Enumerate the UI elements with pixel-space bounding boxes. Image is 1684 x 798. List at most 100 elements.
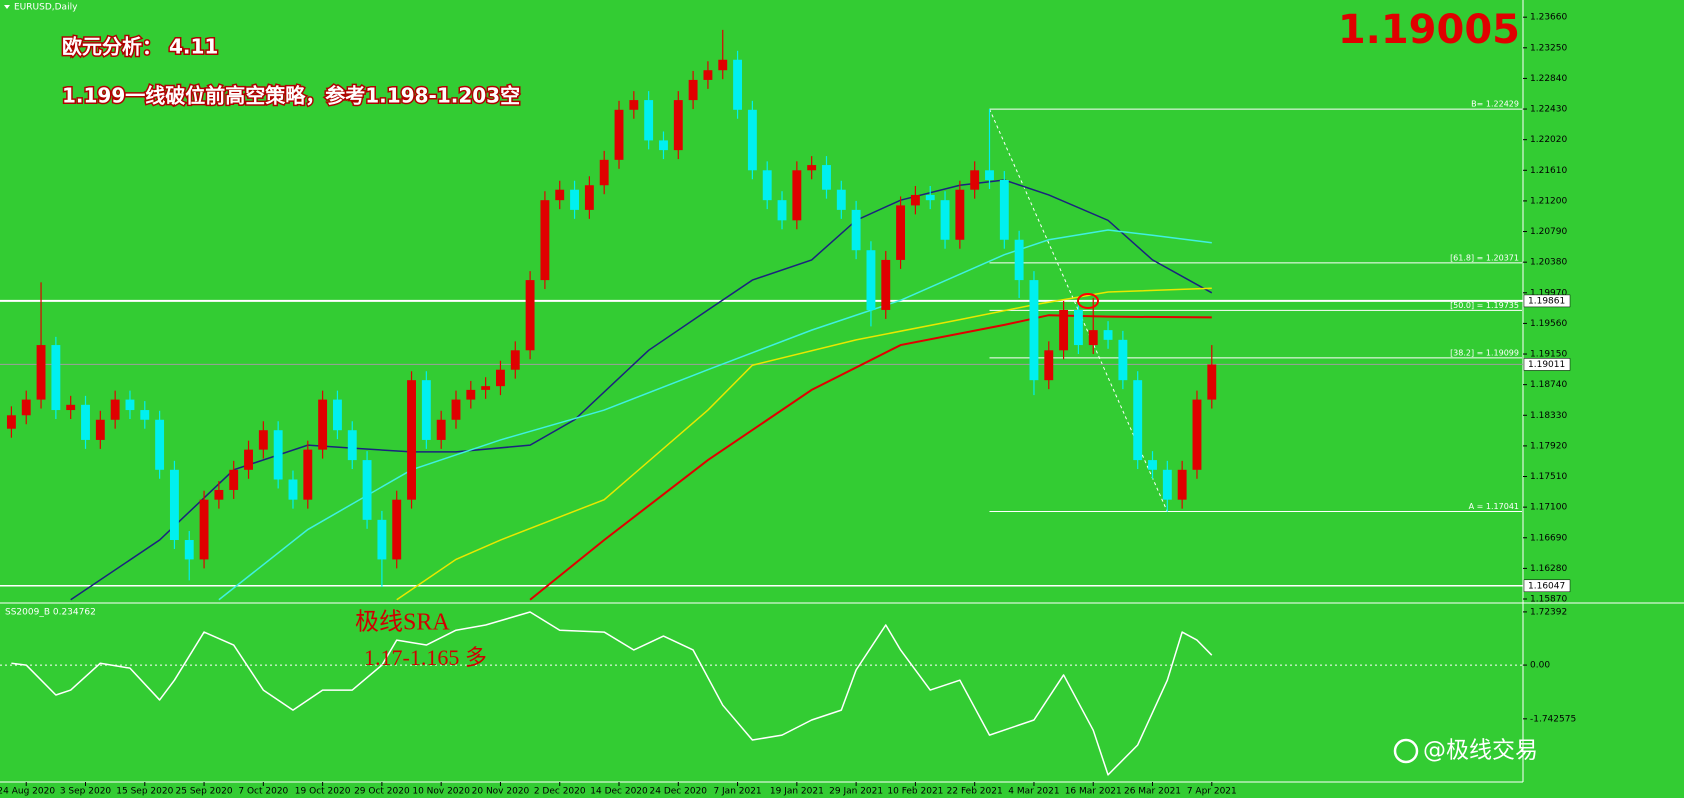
- candle-body: [1073, 309, 1083, 346]
- candle-body: [155, 419, 165, 470]
- candle-body: [1088, 330, 1098, 346]
- candle-body: [822, 165, 831, 190]
- x-tick-label: 26 Mar 2021: [1124, 787, 1181, 797]
- y-tick-label: 1.20380: [1530, 258, 1567, 268]
- candle-body: [807, 165, 817, 171]
- x-tick-label: 15 Sep 2020: [116, 787, 173, 797]
- candle-body: [1118, 339, 1128, 381]
- candle-body: [999, 180, 1009, 240]
- candle-body: [599, 159, 609, 186]
- x-tick-label: 22 Feb 2021: [947, 787, 1003, 797]
- candle-body: [466, 389, 476, 400]
- candle-body: [777, 200, 787, 221]
- y-tick-label: 1.23250: [1530, 43, 1567, 53]
- annotation: 1.17-1.165 多: [364, 645, 487, 670]
- candle-body: [258, 430, 268, 450]
- x-tick-label: 7 Jan 2021: [713, 787, 761, 797]
- price-label-box: [1523, 579, 1571, 593]
- x-tick-label: 7 Oct 2020: [238, 787, 288, 797]
- candle-body: [421, 380, 431, 440]
- candle-body: [851, 209, 861, 251]
- candle-body: [688, 79, 698, 101]
- x-tick-label: 16 Mar 2021: [1065, 787, 1122, 797]
- candle-body: [95, 419, 105, 440]
- candle-body: [273, 430, 283, 480]
- candle-body: [199, 499, 209, 560]
- fib-label: [50.0] = 1.19735: [1450, 301, 1519, 310]
- indicator-plot: [0, 611, 1523, 776]
- y-tick-label: -1.742575: [1530, 714, 1576, 724]
- candle-body: [896, 205, 906, 260]
- candle-body: [703, 70, 713, 80]
- y-tick-label: 1.19150: [1530, 350, 1567, 360]
- candle-body: [1148, 460, 1157, 470]
- candle-body: [584, 185, 594, 210]
- highlight-circle: [1077, 293, 1099, 309]
- candle-body: [436, 419, 446, 440]
- y-tick-label: 1.15870: [1530, 595, 1567, 605]
- candle-body: [1192, 399, 1202, 470]
- moving-average: [529, 314, 1212, 601]
- candle-body: [747, 109, 757, 171]
- candle-body: [392, 499, 402, 560]
- x-tick-label: 19 Jan 2021: [770, 787, 824, 797]
- candle-body: [970, 170, 980, 190]
- x-tick-label: 19 Oct 2020: [295, 787, 351, 797]
- candle-body: [377, 519, 387, 560]
- y-tick-label: 1.16280: [1530, 564, 1567, 574]
- y-tick-label: 1.19560: [1530, 319, 1567, 329]
- fib-label: B= 1.22429: [1471, 100, 1519, 109]
- y-tick-label: 1.22430: [1530, 105, 1567, 115]
- candle-body: [184, 540, 194, 560]
- y-tick-label: 1.17510: [1530, 472, 1567, 482]
- menu-arrow[interactable]: [4, 5, 10, 9]
- y-tick-label: 1.19970: [1530, 288, 1567, 298]
- candle-body: [481, 386, 491, 390]
- candle-body: [288, 479, 298, 500]
- candle-body: [836, 189, 846, 210]
- bid-price: 1.19005: [1338, 7, 1520, 53]
- candle-body: [6, 415, 16, 429]
- candle-body: [718, 59, 728, 71]
- x-tick-label: 4 Mar 2021: [1008, 787, 1059, 797]
- candle-body: [303, 449, 313, 500]
- price-label: 1.19011: [1528, 360, 1565, 370]
- fib-label: A = 1.17041: [1469, 502, 1519, 511]
- y-tick-label: 1.21610: [1530, 166, 1567, 176]
- candle-body: [792, 170, 802, 221]
- watermark: @极线交易: [1423, 738, 1538, 764]
- y-tick-label: 1.18330: [1530, 411, 1567, 421]
- candle-body: [496, 369, 505, 387]
- x-tick-label: 3 Sep 2020: [60, 787, 112, 797]
- candle-body: [110, 399, 120, 420]
- x-tick-label: 24 Aug 2020: [0, 787, 55, 797]
- candle-body: [1133, 380, 1143, 461]
- candle-body: [1044, 350, 1054, 381]
- candle-body: [1029, 280, 1039, 381]
- candle-body: [318, 399, 328, 450]
- candle-body: [1177, 469, 1187, 500]
- indicator-line: [11, 611, 1213, 776]
- indicator-title: SS2009_B 0.234762: [5, 608, 96, 618]
- y-tick-label: 1.16690: [1530, 533, 1567, 543]
- candle-body: [644, 100, 654, 141]
- candle-body: [1207, 364, 1217, 400]
- x-tick-label: 25 Sep 2020: [176, 787, 233, 797]
- candle-body: [955, 189, 965, 240]
- price-plot: B= 1.22429 [61.8] = 1.20371 [50.0] = 1.197…: [0, 29, 1523, 601]
- x-tick-label: 20 Nov 2020: [472, 787, 530, 797]
- candle-body: [51, 345, 61, 411]
- x-tick-label: 10 Feb 2021: [887, 787, 943, 797]
- annotation: 欧元分析： 4.11: [62, 35, 218, 59]
- candle-body: [244, 449, 253, 470]
- candle-body: [659, 140, 668, 151]
- x-tick-label: 2 Dec 2020: [534, 787, 586, 797]
- candle-body: [229, 469, 239, 490]
- y-tick-label: 1.72392: [1530, 607, 1567, 617]
- moving-average: [396, 287, 1212, 601]
- candle-body: [332, 399, 342, 431]
- y-tick-label: 1.18740: [1530, 380, 1567, 390]
- candle-body: [1059, 309, 1069, 351]
- candle-body: [925, 194, 935, 201]
- price-label-box: [1523, 358, 1571, 371]
